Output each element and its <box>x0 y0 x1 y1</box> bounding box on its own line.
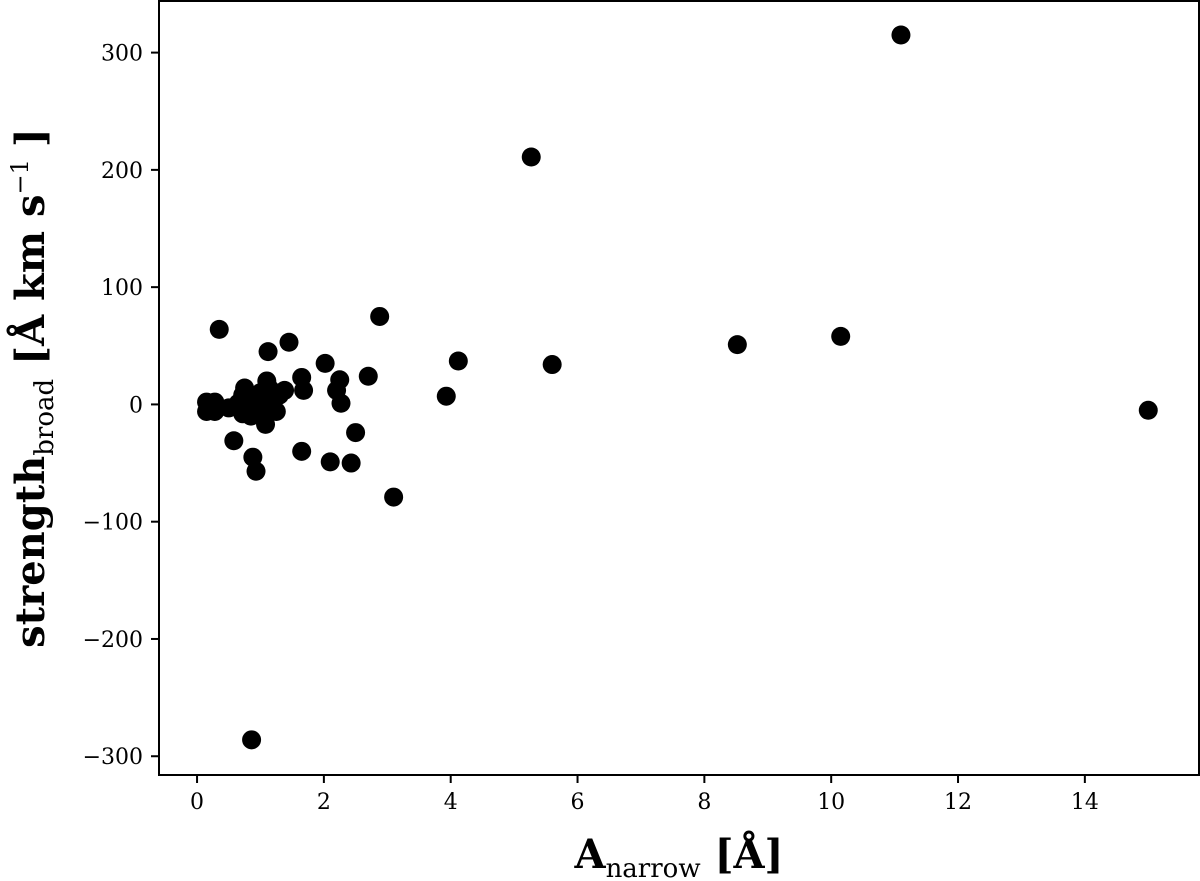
data-point <box>258 342 278 362</box>
x-tick-label: 6 <box>571 790 585 815</box>
y-tick-label: 100 <box>101 276 143 301</box>
data-point <box>275 380 295 400</box>
data-point <box>448 351 468 371</box>
data-point <box>242 730 262 750</box>
data-point <box>279 332 299 352</box>
x-tick-label: 4 <box>444 790 458 815</box>
x-tick-label: 10 <box>817 790 845 815</box>
data-point <box>294 380 314 400</box>
data-point <box>331 393 351 413</box>
points-layer <box>197 25 1158 750</box>
x-tick-label: 0 <box>190 790 204 815</box>
x-tick-label: 12 <box>944 790 972 815</box>
data-point <box>370 306 390 326</box>
data-point <box>315 353 335 373</box>
plot-frame <box>158 0 1200 776</box>
data-point <box>891 25 911 45</box>
y-tick-label: 0 <box>129 393 143 418</box>
y-tick-label: 300 <box>101 42 143 67</box>
ticks-layer: 0 2 4 6 8 10 12 14 −300 −200 −100 0 100 200 300 <box>83 42 1099 815</box>
data-point <box>320 452 340 472</box>
x-tick-label: 8 <box>697 790 711 815</box>
data-point <box>436 386 456 406</box>
data-point <box>224 431 244 451</box>
data-point <box>1138 400 1158 420</box>
data-point <box>292 441 312 461</box>
data-point <box>521 147 541 167</box>
y-axis-label: strengthbroad[Å km s−1] <box>6 128 60 648</box>
data-point <box>727 335 747 355</box>
x-tick-label: 14 <box>1071 790 1099 815</box>
data-point <box>358 366 378 386</box>
y-tick-label: −200 <box>83 628 143 653</box>
y-tick-label: −100 <box>83 511 143 536</box>
x-axis-label: Anarrow [Å] <box>574 831 784 881</box>
data-point <box>260 387 280 407</box>
x-tick-label: 2 <box>317 790 331 815</box>
data-point <box>831 326 851 346</box>
data-point <box>246 461 266 481</box>
data-point <box>209 319 229 339</box>
data-point <box>346 423 366 443</box>
data-point <box>542 355 562 375</box>
data-point <box>384 487 404 507</box>
data-point <box>256 414 276 434</box>
data-point <box>341 453 361 473</box>
y-tick-label: −300 <box>83 745 143 770</box>
y-tick-label: 200 <box>101 159 143 184</box>
